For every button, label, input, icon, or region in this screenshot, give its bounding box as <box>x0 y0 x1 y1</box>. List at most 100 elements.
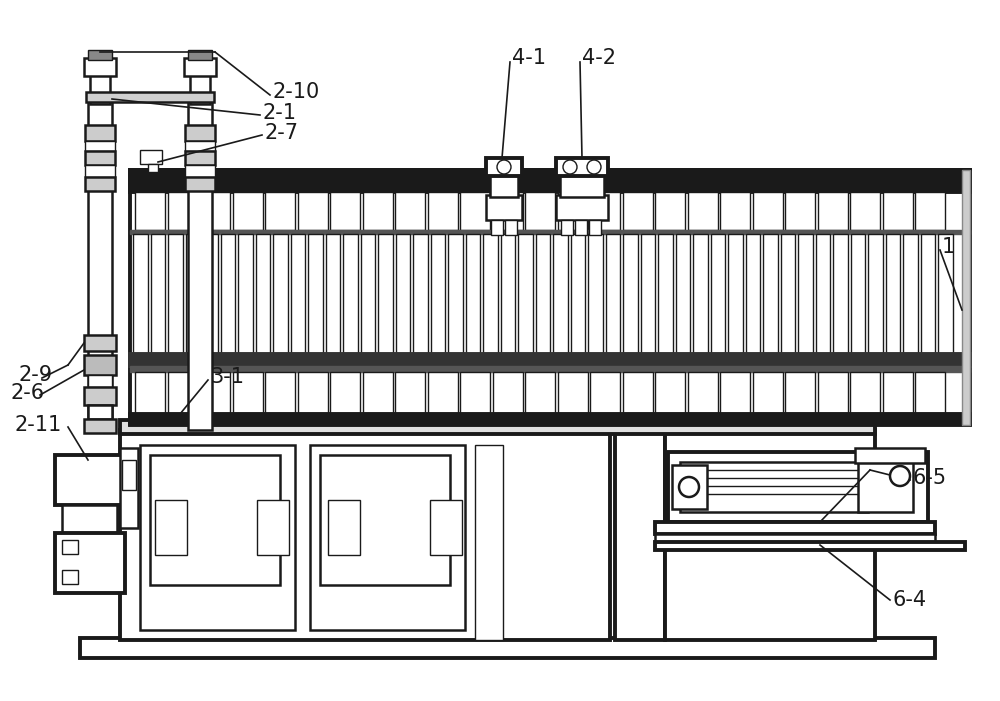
Bar <box>655 192 685 230</box>
Bar <box>428 372 458 414</box>
Bar <box>362 192 392 230</box>
Text: 2-7: 2-7 <box>264 123 298 143</box>
Bar <box>80 638 935 658</box>
Bar <box>396 234 410 354</box>
Bar <box>746 234 760 354</box>
Bar <box>486 195 522 220</box>
Bar <box>343 234 358 354</box>
Bar <box>298 192 328 230</box>
Circle shape <box>890 466 910 486</box>
Bar <box>55 455 125 505</box>
Bar <box>88 100 112 430</box>
Bar <box>668 452 928 522</box>
Bar <box>483 234 498 354</box>
Bar <box>88 405 112 419</box>
Circle shape <box>679 477 699 497</box>
Bar <box>883 192 912 230</box>
Bar <box>710 234 725 354</box>
Bar <box>168 192 198 230</box>
Bar <box>395 372 425 414</box>
Bar <box>330 192 360 230</box>
Bar <box>155 500 187 555</box>
Bar <box>130 354 970 366</box>
Bar <box>185 125 215 141</box>
Bar <box>818 372 848 414</box>
Bar <box>85 141 115 151</box>
Bar <box>130 230 970 234</box>
Bar <box>868 234 883 354</box>
Bar <box>655 542 965 550</box>
Bar <box>362 372 392 414</box>
Bar <box>560 175 604 197</box>
Bar <box>130 170 970 192</box>
Bar <box>556 195 608 220</box>
Bar <box>720 372 750 414</box>
Bar <box>256 234 270 354</box>
Bar <box>553 234 568 354</box>
Bar <box>378 234 392 354</box>
Bar <box>492 192 522 230</box>
Bar <box>688 372 718 414</box>
Circle shape <box>563 160 577 174</box>
Bar <box>475 445 503 640</box>
Bar <box>886 234 900 354</box>
Bar <box>780 234 795 354</box>
Bar <box>122 460 136 490</box>
Bar <box>84 419 116 433</box>
Bar <box>290 234 305 354</box>
Bar <box>330 372 360 414</box>
Text: 6-5: 6-5 <box>912 468 946 488</box>
Bar <box>62 540 78 554</box>
Bar <box>298 372 328 414</box>
Text: 3-1: 3-1 <box>210 367 244 387</box>
Bar <box>655 372 685 414</box>
Bar <box>501 234 515 354</box>
Bar <box>328 500 360 555</box>
Bar <box>693 234 708 354</box>
Bar <box>763 234 778 354</box>
Bar <box>816 234 830 354</box>
Bar <box>130 414 970 424</box>
Bar <box>85 151 115 165</box>
Bar <box>85 165 115 177</box>
Bar <box>589 220 601 235</box>
Bar <box>265 192 295 230</box>
Bar <box>590 372 620 414</box>
Bar <box>273 234 288 354</box>
Bar <box>623 234 638 354</box>
Bar <box>850 234 865 354</box>
Bar <box>556 158 608 176</box>
Text: 2-1: 2-1 <box>262 103 296 123</box>
Bar <box>720 192 750 230</box>
Bar <box>606 234 620 354</box>
Bar <box>728 234 742 354</box>
Bar <box>135 192 165 230</box>
Bar <box>186 234 200 354</box>
Bar <box>150 234 165 354</box>
Bar <box>55 533 125 593</box>
Bar <box>86 92 214 102</box>
Bar <box>84 355 116 375</box>
Bar <box>140 150 162 164</box>
Bar <box>915 192 945 230</box>
Bar <box>850 372 880 414</box>
Bar <box>62 505 117 533</box>
Bar <box>150 455 280 585</box>
Bar <box>466 234 480 354</box>
Bar <box>850 192 880 230</box>
Bar <box>672 465 707 509</box>
Bar <box>962 170 970 425</box>
Bar <box>133 234 148 354</box>
Bar <box>120 420 875 434</box>
Bar <box>855 448 925 463</box>
Bar <box>561 220 573 235</box>
Bar <box>505 220 517 235</box>
Bar <box>753 372 782 414</box>
Bar <box>903 234 918 354</box>
Bar <box>84 58 116 76</box>
Bar <box>184 58 216 76</box>
Bar <box>360 234 375 354</box>
Bar <box>680 462 868 512</box>
Bar <box>938 234 952 354</box>
Bar <box>220 234 235 354</box>
